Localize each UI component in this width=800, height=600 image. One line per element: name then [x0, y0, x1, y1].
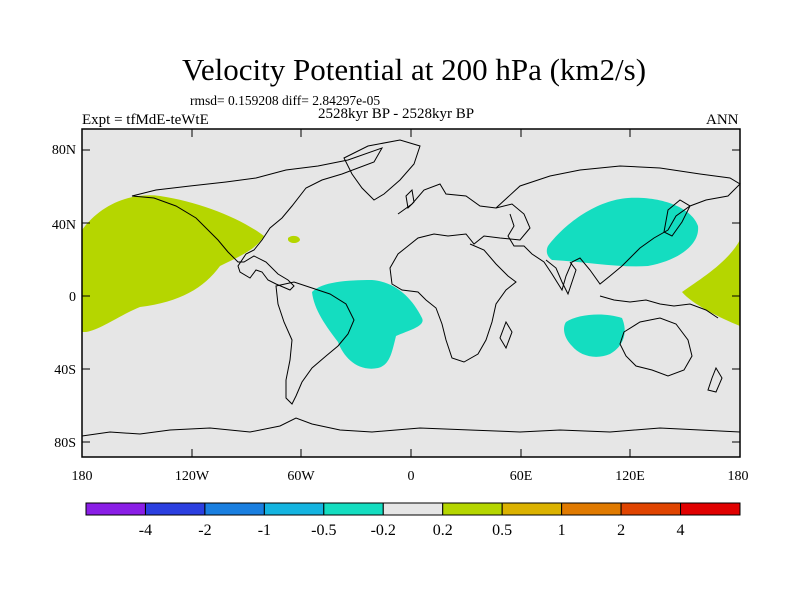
longitude-labels: 180 120W 60W 0 60E 120E 180	[72, 469, 749, 484]
positive-region-atlantic-spot	[288, 235, 300, 243]
colorbar-label-1: -2	[198, 522, 211, 539]
coast-indonesia	[599, 295, 719, 319]
colorbar-swatch-9	[620, 502, 682, 516]
lat-label-80n: 80N	[52, 143, 76, 158]
coast-india	[545, 259, 577, 296]
coast-antarctica	[81, 417, 741, 437]
colorbar-label-4: -0.2	[371, 522, 396, 539]
lon-label-180e: 180	[728, 469, 749, 484]
coast-uk	[405, 188, 415, 210]
negative-region-indian-ocean	[564, 314, 625, 357]
rmsd-diff-stats: rmsd= 0.159208 diff= 2.84297e-05	[190, 93, 381, 108]
colorbar-label-3: -0.5	[311, 522, 336, 539]
lon-label-0: 0	[408, 469, 415, 484]
positive-region-east-pacific	[82, 195, 264, 332]
negative-region-east-asia	[546, 197, 699, 267]
colorbar-swatch-8	[561, 502, 622, 516]
colorbar-label-6: 0.5	[492, 522, 512, 539]
season-label: ANN	[706, 112, 739, 128]
coast-australia	[619, 317, 693, 377]
coast-new-zealand	[707, 366, 723, 393]
lat-label-40s: 40S	[54, 363, 76, 378]
lon-label-180w: 180	[72, 469, 93, 484]
anomaly-regions	[82, 195, 740, 369]
colorbar-swatch-6	[442, 502, 503, 516]
axis-ticks	[81, 129, 741, 457]
colorbar-swatch-7	[501, 502, 563, 516]
colorbar-label-8: 2	[617, 522, 625, 539]
lon-label-120w: 120W	[175, 469, 210, 484]
colorbar-label-5: 0.2	[433, 522, 453, 539]
colorbar-label-7: 1	[558, 522, 566, 539]
lon-label-120e: 120E	[615, 469, 645, 484]
colorbar-swatch-2	[204, 502, 265, 516]
coast-japan	[663, 199, 691, 237]
colorbar-swatch-1	[144, 502, 206, 516]
lat-label-80s: 80S	[54, 436, 76, 451]
colorbar-swatch-4	[323, 502, 384, 516]
colorbar: -4 -2 -1 -0.5 -0.2 0.2 0.5 1 2 4	[85, 502, 741, 539]
negative-region-south-atlantic	[312, 280, 423, 369]
positive-region-west-pacific	[682, 240, 740, 326]
coast-madagascar	[499, 320, 513, 350]
colorbar-label-2: -1	[258, 522, 271, 539]
colorbar-swatch-0	[85, 502, 146, 516]
colorbar-swatch-3	[263, 502, 325, 516]
latitude-labels: 80N 40N 0 40S 80S	[52, 143, 76, 451]
colorbar-swatch-10	[680, 502, 741, 516]
colorbar-label-0: -4	[139, 522, 152, 539]
colorbar-label-9: 4	[677, 522, 685, 539]
lat-label-40n: 40N	[52, 218, 76, 233]
coastlines	[81, 139, 741, 437]
coast-greenland	[343, 139, 421, 201]
coast-south-america	[275, 281, 355, 405]
map-background	[82, 129, 740, 457]
coast-europe-africa	[389, 183, 531, 363]
lon-label-60w: 60W	[287, 469, 315, 484]
lon-label-60e: 60E	[510, 469, 533, 484]
experiment-label: Expt = tfMdE-teWtE	[82, 112, 209, 128]
period-label: 2528kyr BP - 2528kyr BP	[318, 106, 475, 122]
lat-label-0: 0	[69, 290, 76, 305]
map-title: Velocity Potential at 200 hPa (km2/s)	[181, 52, 647, 87]
colorbar-swatch-5	[382, 502, 444, 516]
coast-asia	[495, 165, 741, 292]
coast-north-america	[131, 147, 384, 291]
